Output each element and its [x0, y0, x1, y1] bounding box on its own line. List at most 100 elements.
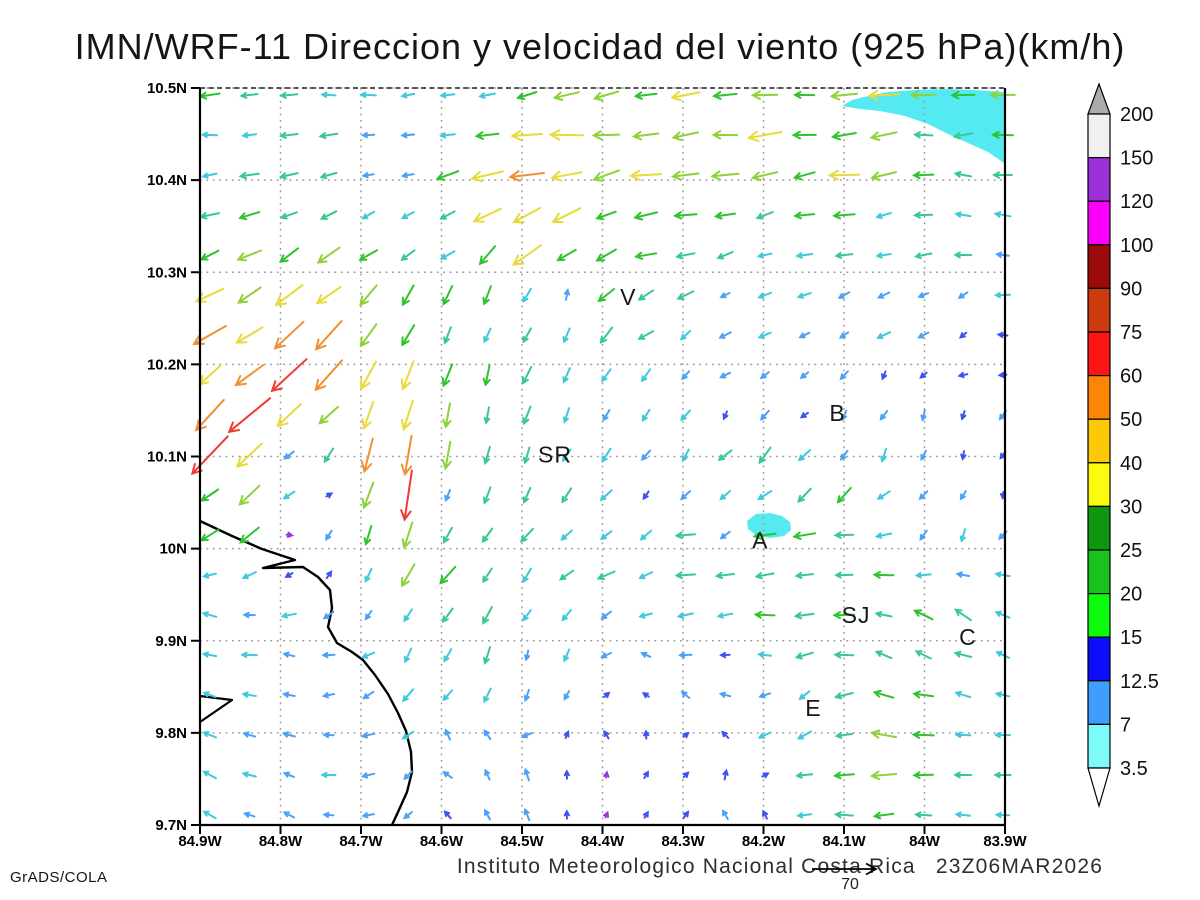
wind-arrow: [444, 728, 451, 741]
wind-arrow: [563, 809, 570, 820]
wind-arrow: [478, 92, 496, 99]
wind-arrow: [874, 611, 893, 618]
wind-arrow: [876, 490, 891, 500]
wind-arrow: [563, 288, 571, 301]
wind-arrow: [960, 410, 967, 421]
wind-arrow: [198, 91, 221, 100]
wind-arrow: [563, 730, 570, 739]
wind-arrow: [403, 608, 413, 623]
wind-arrow: [760, 409, 770, 421]
wind-arrow: [238, 526, 260, 544]
wind-arrow: [643, 770, 649, 779]
wind-arrow: [680, 409, 692, 422]
wind-arrow: [603, 691, 611, 699]
wind-arrow: [682, 810, 690, 819]
wind-arrow: [562, 407, 571, 424]
wind-arrow: [403, 770, 413, 781]
institute-name: Instituto Meteorologico Nacional Costa R…: [456, 855, 916, 878]
colorbar-segment: [1087, 680, 1111, 725]
wind-arrow: [746, 130, 783, 143]
wind-arrow: [719, 490, 732, 501]
wind-arrow: [920, 409, 927, 422]
colorbar-label: 75: [1120, 322, 1142, 344]
colorbar-segment: [1087, 592, 1111, 638]
wind-arrow: [273, 320, 305, 350]
wind-arrow: [958, 331, 968, 339]
wind-arrow: [401, 324, 416, 347]
wind-arrow: [201, 611, 218, 618]
wind-arrow: [834, 571, 854, 579]
wind-arrow: [633, 91, 658, 100]
wind-arrow: [919, 371, 928, 379]
wind-arrow: [994, 811, 1011, 819]
wind-arrow: [360, 360, 377, 391]
wind-arrow: [643, 729, 650, 740]
colorbar-segment: [1087, 462, 1111, 507]
city-label: SR: [538, 442, 572, 468]
wind-arrow: [710, 170, 740, 181]
wind-arrow: [757, 490, 773, 501]
wind-arrow: [520, 732, 533, 739]
colorbar-label: 150: [1120, 148, 1153, 170]
wind-arrow: [563, 769, 570, 780]
wind-arrow: [909, 90, 937, 100]
wind-arrow: [483, 729, 492, 741]
wind-arrow: [592, 169, 620, 182]
wind-arrow: [602, 409, 611, 422]
wind-arrow: [360, 772, 376, 779]
wind-arrow: [912, 690, 935, 699]
wind-arrow: [400, 211, 415, 219]
wind-arrow: [238, 171, 260, 180]
wind-arrow: [190, 435, 229, 476]
lat-tick-label: 9.8N: [155, 725, 187, 742]
wind-arrow: [360, 732, 376, 739]
colorbar-segment: [1087, 157, 1111, 202]
wind-arrow: [833, 811, 854, 819]
colorbar-segment: [1087, 723, 1111, 769]
colorbar-label: 100: [1120, 235, 1153, 257]
wind-arrow: [556, 248, 577, 262]
wind-arrow: [600, 652, 612, 659]
wind-arrow: [202, 770, 217, 780]
wind-arrow: [633, 211, 659, 221]
wind-arrow: [913, 609, 934, 621]
wind-arrow: [281, 731, 296, 738]
colorbar-label: 50: [1120, 409, 1142, 431]
wind-arrow: [316, 246, 341, 264]
wind-arrow: [279, 91, 299, 99]
coastline-spit: [199, 694, 234, 723]
wind-arrow: [880, 448, 887, 463]
wind-arrow: [840, 449, 849, 461]
wind-arrow: [192, 325, 227, 346]
wind-arrow: [637, 330, 655, 340]
wind-arrow: [716, 612, 734, 619]
wind-arrow: [761, 772, 770, 779]
wind-arrow: [721, 730, 730, 739]
wind-arrow: [719, 530, 731, 540]
wind-arrow: [642, 810, 649, 819]
wind-arrow: [795, 772, 814, 779]
wind-arrow: [364, 610, 373, 621]
wind-arrow: [799, 411, 809, 419]
wind-arrow: [552, 91, 580, 101]
wind-arrow: [242, 811, 256, 818]
cyan-patch-top-right: [842, 89, 1004, 163]
wind-arrow: [959, 528, 967, 543]
wind-arrow: [758, 692, 771, 699]
wind-arrow: [869, 131, 898, 141]
wind-arrow: [603, 810, 609, 819]
wind-arrow: [444, 488, 451, 503]
wind-arrow: [676, 612, 694, 619]
wind-arrow: [511, 244, 542, 266]
wind-arrow: [560, 529, 573, 541]
wind-arrow: [443, 326, 452, 345]
wind-arrow: [321, 651, 336, 659]
wind-arrow: [318, 132, 339, 140]
wind-arrow: [402, 688, 415, 703]
wind-arrow: [443, 648, 453, 663]
wind-arrow: [282, 651, 296, 658]
wind-arrow: [510, 129, 543, 141]
wind-arrow: [522, 609, 532, 622]
wind-arrow: [400, 92, 416, 99]
wind-arrow: [314, 359, 344, 392]
